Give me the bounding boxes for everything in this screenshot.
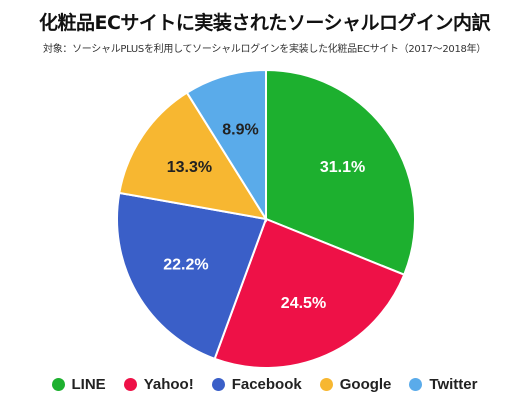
pie-slice-facebook [116, 191, 268, 361]
chart-legend: LINE Yahoo! Facebook Google Twitter [0, 376, 529, 393]
legend-swatch-twitter [409, 378, 423, 391]
legend-label-yahoo: Yahoo! [143, 376, 194, 393]
legend-label-twitter: Twitter [429, 376, 478, 393]
chart-subtitle: 対象：ソーシャルPLUSを利用してソーシャルログインを実装した化粧品ECサイト（… [43, 44, 486, 55]
legend-item-google: Google [319, 376, 392, 393]
data-label-line: 31.1% [320, 159, 365, 176]
legend-label-facebook: Facebook [231, 376, 302, 393]
pie-slice-twitter [185, 68, 267, 223]
data-label-facebook: 22.2% [163, 257, 208, 274]
data-label-yahoo: 24.5% [281, 295, 326, 312]
legend-swatch-facebook [211, 378, 225, 391]
data-label-twitter: 8.9% [222, 122, 258, 139]
pie-slice-yahoo [213, 217, 406, 369]
legend-label-line: LINE [71, 376, 106, 393]
legend-item-twitter: Twitter [409, 376, 477, 393]
pie-slice-line [265, 68, 416, 277]
legend-item-yahoo: Yahoo! [123, 376, 194, 393]
legend-label-google: Google [339, 376, 392, 393]
chart-title: 化粧品ECサイトに実装されたソーシャルログイン内訳 [38, 12, 491, 34]
legend-swatch-yahoo [123, 378, 137, 391]
legend-item-line: LINE [51, 376, 106, 393]
legend-item-facebook: Facebook [211, 376, 302, 393]
pie-chart: 31.1% 24.5% 22.2% 13.3% 8.9% [116, 68, 416, 369]
data-label-google: 13.3% [167, 159, 212, 176]
legend-swatch-google [319, 378, 333, 391]
legend-swatch-line [51, 378, 65, 391]
pie-slice-google [118, 91, 269, 221]
